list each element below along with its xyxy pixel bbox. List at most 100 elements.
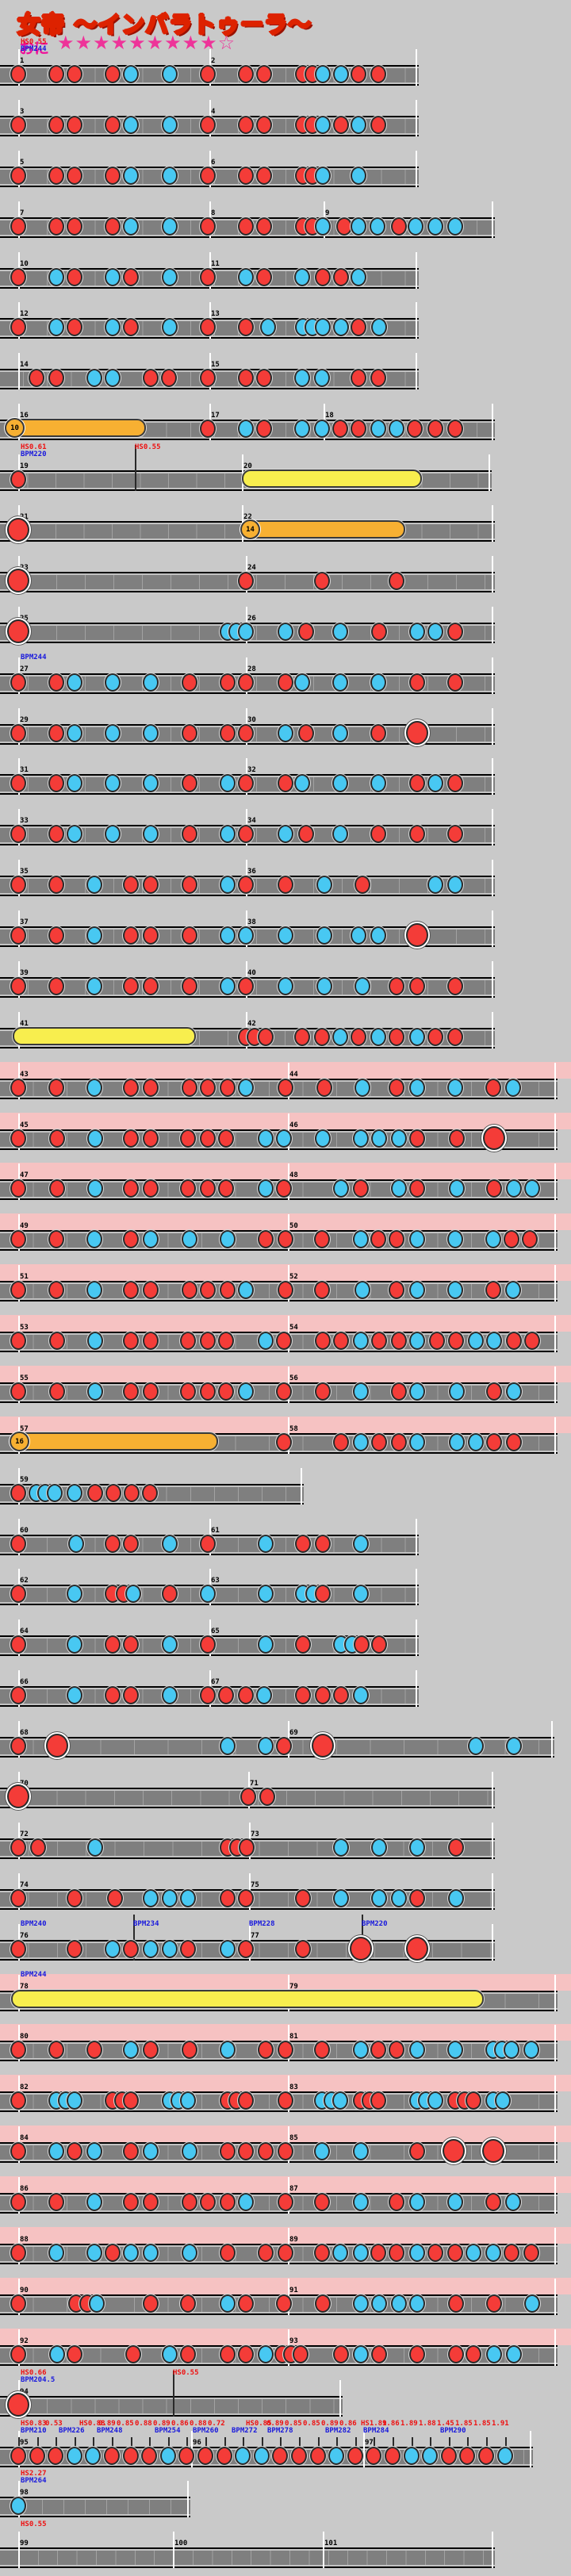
don-note [256, 368, 272, 387]
don-note [217, 2446, 232, 2465]
don-note [466, 2344, 481, 2363]
ka-note [258, 1635, 274, 1654]
ka-note [495, 2091, 511, 2110]
hs-annotation: 0.85 [285, 2420, 302, 2428]
measure-number: 31 [20, 766, 29, 774]
measure-line [554, 1163, 556, 1200]
don-note [87, 1483, 103, 1502]
measure-number: 24 [247, 564, 256, 572]
ka-note [353, 1584, 369, 1603]
ka-note [332, 673, 348, 692]
note-track [0, 2396, 343, 2417]
don-note [220, 2243, 236, 2262]
don-note [200, 1635, 216, 1654]
don-note [409, 1129, 425, 1148]
ka-note [294, 773, 310, 792]
ka-note [278, 926, 293, 945]
ka-note [427, 773, 443, 792]
don-note [10, 1939, 26, 1958]
big-don-note [7, 518, 29, 542]
bpm-annotation: BPM278 [267, 2427, 293, 2435]
don-note [238, 976, 254, 995]
ka-note [143, 673, 159, 692]
don-note [238, 723, 254, 742]
don-note [370, 368, 386, 387]
don-note [389, 976, 404, 995]
measure-number: 32 [247, 766, 256, 774]
measure-line [554, 1214, 556, 1251]
don-note [10, 926, 26, 945]
measure-number: 90 [20, 2287, 29, 2294]
ka-note [238, 1078, 254, 1097]
don-note [315, 1534, 331, 1553]
ka-note [294, 368, 310, 387]
note-tick-line [393, 2437, 394, 2453]
ka-note [87, 1838, 103, 1857]
ka-note [258, 1129, 274, 1148]
bpm-annotation: BPM264 [21, 2477, 47, 2485]
ka-note [294, 419, 310, 438]
don-note [370, 2243, 386, 2262]
measure-number: 34 [247, 817, 256, 825]
don-note [238, 2294, 254, 2313]
balloon-roll-bar [242, 520, 405, 539]
ka-note [371, 317, 387, 336]
don-note [143, 2040, 159, 2059]
don-note [238, 2091, 254, 2110]
measure-number: 95 [20, 2439, 29, 2447]
bpm-annotation: BPM244 [21, 654, 47, 661]
don-note [123, 1078, 139, 1097]
ka-note [354, 976, 370, 995]
measure-number: 36 [247, 868, 256, 876]
don-note [123, 976, 139, 995]
ka-note [86, 2243, 102, 2262]
hs-annotation: 0.89 [98, 2420, 116, 2428]
ka-note [409, 1432, 425, 1451]
ka-note [332, 622, 348, 641]
big-don-note [46, 1734, 68, 1758]
ka-note [143, 773, 159, 792]
measure-number: 15 [211, 361, 220, 369]
ka-note [485, 2243, 501, 2262]
note-tick-line [449, 2437, 450, 2453]
don-note [370, 64, 386, 83]
measure-number: 57 [20, 1425, 29, 1433]
measure-line [492, 910, 493, 947]
don-note [315, 1331, 331, 1350]
don-note [10, 317, 26, 336]
measure-line [416, 353, 417, 389]
don-note [123, 1534, 139, 1553]
measure-line [416, 1620, 417, 1656]
don-note [486, 1432, 502, 1451]
big-don-note [406, 1937, 428, 1961]
ka-note [409, 1838, 425, 1857]
ka-note [506, 1179, 522, 1198]
measure-line [492, 404, 493, 440]
hs-annotation: 0.89 [321, 2420, 339, 2428]
measure-number: 33 [20, 817, 29, 825]
don-note [258, 1027, 274, 1046]
don-note [336, 217, 352, 236]
don-note [409, 2141, 425, 2160]
ka-note [409, 1280, 425, 1299]
ka-note [10, 2496, 26, 2515]
measure-number: 82 [20, 2083, 29, 2091]
ka-note [353, 1129, 369, 1148]
don-note [486, 1179, 502, 1198]
don-note [258, 2243, 274, 2262]
don-note [351, 317, 366, 336]
don-note [67, 2141, 82, 2160]
measure-line [554, 1367, 556, 1403]
don-note [10, 2091, 26, 2110]
don-note [142, 1483, 158, 1502]
don-note [48, 166, 64, 185]
don-note [371, 1635, 387, 1654]
note-tick-line [149, 2437, 151, 2453]
ka-note [258, 1179, 274, 1198]
don-note [506, 1432, 522, 1451]
don-note [298, 824, 314, 843]
hs-annotation: 1.85 [455, 2420, 473, 2428]
gogo-background [0, 1113, 571, 1129]
ka-note [315, 217, 331, 236]
hs-annotation: 0.89 [153, 2420, 171, 2428]
